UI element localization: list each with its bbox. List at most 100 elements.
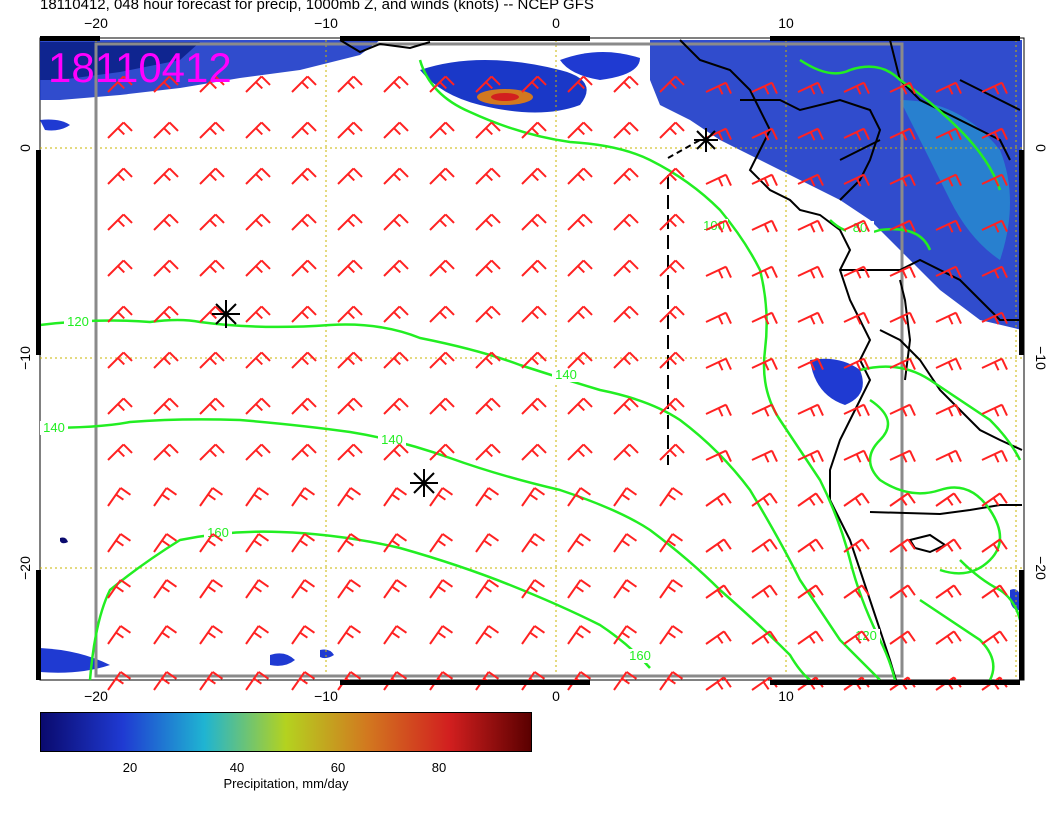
lon-tick-bottom: −20: [84, 688, 108, 704]
wind-barb: [383, 397, 409, 415]
wind-barb: [751, 449, 778, 463]
wind-barb: [429, 213, 455, 231]
lat-tick-left: −20: [17, 556, 33, 580]
colorbar-tick: 60: [330, 760, 346, 775]
wind-barb: [153, 533, 178, 553]
wind-barb: [107, 213, 133, 231]
wind-barb: [705, 357, 732, 371]
wind-barb: [521, 397, 547, 415]
wind-barb: [751, 219, 778, 233]
wind-barb: [521, 167, 547, 185]
wind-barb: [843, 449, 870, 463]
wind-barb: [935, 630, 962, 645]
lon-tick-top: 10: [778, 15, 794, 31]
precip-field: [40, 40, 1022, 673]
wind-barb: [291, 397, 317, 415]
wind-barb: [383, 259, 409, 277]
wind-barb: [889, 492, 916, 507]
wind-barb: [199, 167, 225, 185]
wind-barb: [751, 492, 778, 507]
wind-barb: [797, 127, 824, 141]
star-markers: [212, 128, 718, 497]
wind-barb: [613, 579, 638, 599]
wind-barb: [107, 305, 133, 323]
wind-barb: [383, 487, 408, 507]
wind-barb: [613, 213, 639, 231]
wind-barb: [475, 487, 500, 507]
wind-barb: [981, 265, 1008, 279]
wind-barb: [245, 259, 271, 277]
wind-barb: [337, 487, 362, 507]
wind-barb: [889, 449, 916, 463]
wind-barb: [567, 397, 593, 415]
lat-tick-right: −20: [1033, 556, 1049, 580]
wind-barb: [521, 533, 546, 553]
wind-barb: [659, 167, 685, 185]
wind-barb: [843, 538, 870, 553]
wind-barb: [659, 351, 685, 369]
wind-barb: [475, 625, 500, 645]
wind-barb: [613, 443, 639, 461]
wind-barb: [475, 397, 501, 415]
wind-barb: [797, 311, 824, 325]
wind-barb: [245, 397, 271, 415]
wind-barb: [613, 305, 639, 323]
wind-barb: [981, 311, 1008, 325]
wind-barb: [843, 357, 870, 371]
colorbar-tick: 40: [229, 760, 245, 775]
wind-barb: [521, 351, 547, 369]
wind-barb: [705, 265, 732, 279]
contour-label: 120: [67, 314, 89, 329]
wind-barb: [245, 625, 270, 645]
wind-barb: [981, 538, 1008, 553]
wind-barb: [935, 81, 962, 95]
contour-label: 140: [43, 420, 65, 435]
wind-barb: [659, 213, 685, 231]
wind-barb: [475, 443, 501, 461]
lon-tick-bottom: −10: [314, 688, 338, 704]
wind-barb: [199, 579, 224, 599]
wind-barb: [797, 357, 824, 371]
wind-barb: [981, 127, 1008, 141]
colorbar-tick: 80: [431, 760, 447, 775]
wind-barb: [429, 121, 455, 139]
lon-tick-bottom: 0: [552, 688, 560, 704]
wind-barb: [429, 397, 455, 415]
wind-barb: [935, 127, 962, 141]
wind-barb: [199, 75, 225, 93]
wind-barb: [475, 259, 501, 277]
wind-barb: [521, 579, 546, 599]
wind-barb: [843, 219, 870, 233]
star-marker: [410, 469, 438, 497]
wind-barb: [521, 305, 547, 323]
wind-barb: [153, 443, 179, 461]
wind-barb: [107, 533, 132, 553]
wind-barb: [705, 492, 732, 507]
wind-barb: [567, 625, 592, 645]
wind-barb: [567, 351, 593, 369]
wind-barb: [383, 213, 409, 231]
wind-barb: [291, 167, 317, 185]
date-stamp: 18110412: [48, 44, 232, 91]
wind-barb: [613, 259, 639, 277]
wind-barb: [521, 213, 547, 231]
wind-barb: [889, 173, 916, 187]
contour-label: 140: [555, 367, 577, 382]
wind-barb: [843, 403, 870, 417]
wind-barb: [613, 351, 639, 369]
colorbar-tick: 20: [122, 760, 138, 775]
wind-barb: [107, 121, 133, 139]
wind-barb: [613, 671, 638, 691]
wind-barb: [981, 219, 1008, 233]
wind-barb: [337, 625, 362, 645]
wind-barb: [567, 259, 593, 277]
wind-barb: [705, 449, 732, 463]
wind-barb: [705, 584, 732, 599]
wind-barb: [429, 579, 454, 599]
wind-barb: [751, 584, 778, 599]
wind-barb: [567, 213, 593, 231]
wind-barb: [107, 487, 132, 507]
colorbar-label: Precipitation, mm/day: [223, 776, 349, 791]
wind-barb: [383, 75, 409, 93]
wind-barb: [981, 403, 1008, 417]
